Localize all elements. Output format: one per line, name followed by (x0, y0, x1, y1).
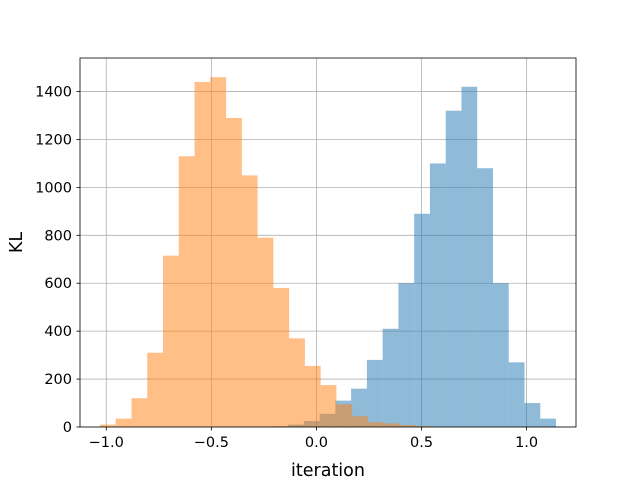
histogram-bar (508, 362, 525, 427)
axis-ticks: −1.0 −0.5 0.0 0.5 1.0 0 200 400 600 800 1000 1200 14… (35, 85, 538, 451)
histogram-bar (366, 359, 383, 427)
y-tick-label: 600 (44, 276, 72, 292)
y-tick-label: 0 (63, 420, 72, 436)
histogram-bar (257, 237, 274, 427)
histogram-bar (415, 426, 431, 427)
histogram-bar (178, 156, 195, 427)
histogram-bar (336, 404, 353, 427)
histogram-bars (99, 77, 557, 428)
y-tick-label: 1200 (35, 132, 72, 148)
y-tick-label: 200 (44, 372, 72, 388)
x-tick-label: −1.0 (89, 435, 124, 451)
y-tick-label: 1000 (35, 180, 72, 196)
histogram-bar (99, 424, 116, 427)
histogram-bar (131, 398, 148, 427)
axes-frame (79, 57, 577, 428)
histogram-bar (320, 385, 337, 427)
series-1 (272, 86, 557, 428)
histogram-bar (210, 77, 227, 428)
histogram-bar (445, 110, 462, 427)
histogram-bar (241, 175, 258, 427)
histogram-bar (383, 423, 400, 427)
x-tick-label: 0.5 (410, 435, 433, 451)
histogram-bar (367, 422, 384, 427)
histogram-bar (414, 213, 430, 427)
histogram-bar (352, 416, 368, 427)
histogram-bar (492, 283, 509, 427)
histogram-bar (461, 86, 478, 428)
histogram-bar (477, 168, 493, 428)
y-tick-label: 400 (44, 324, 72, 340)
histogram-bar (382, 328, 399, 427)
y-axis-label: KL (7, 232, 27, 253)
histogram-bar (540, 418, 557, 427)
histogram-bar (304, 365, 321, 427)
x-tick-label: 0.0 (305, 435, 328, 451)
histogram-bar (273, 288, 290, 427)
histogram-bar (194, 81, 211, 428)
histogram-bar (429, 163, 446, 427)
x-tick-label: 1.0 (515, 435, 538, 451)
histogram-bar (163, 255, 179, 427)
histogram-bar (398, 283, 415, 427)
histogram-bar (226, 117, 242, 428)
y-tick-label: 800 (44, 228, 72, 244)
histogram-bar (399, 425, 416, 427)
x-tick-label: −0.5 (194, 435, 229, 451)
histogram-bar (289, 338, 305, 427)
series-2 (99, 77, 431, 428)
x-axis-label: iteration (291, 461, 365, 480)
histogram-bar (115, 418, 132, 427)
y-tick-label: 1400 (35, 85, 72, 101)
histogram-bar (147, 352, 164, 427)
histogram-bar (524, 403, 541, 427)
